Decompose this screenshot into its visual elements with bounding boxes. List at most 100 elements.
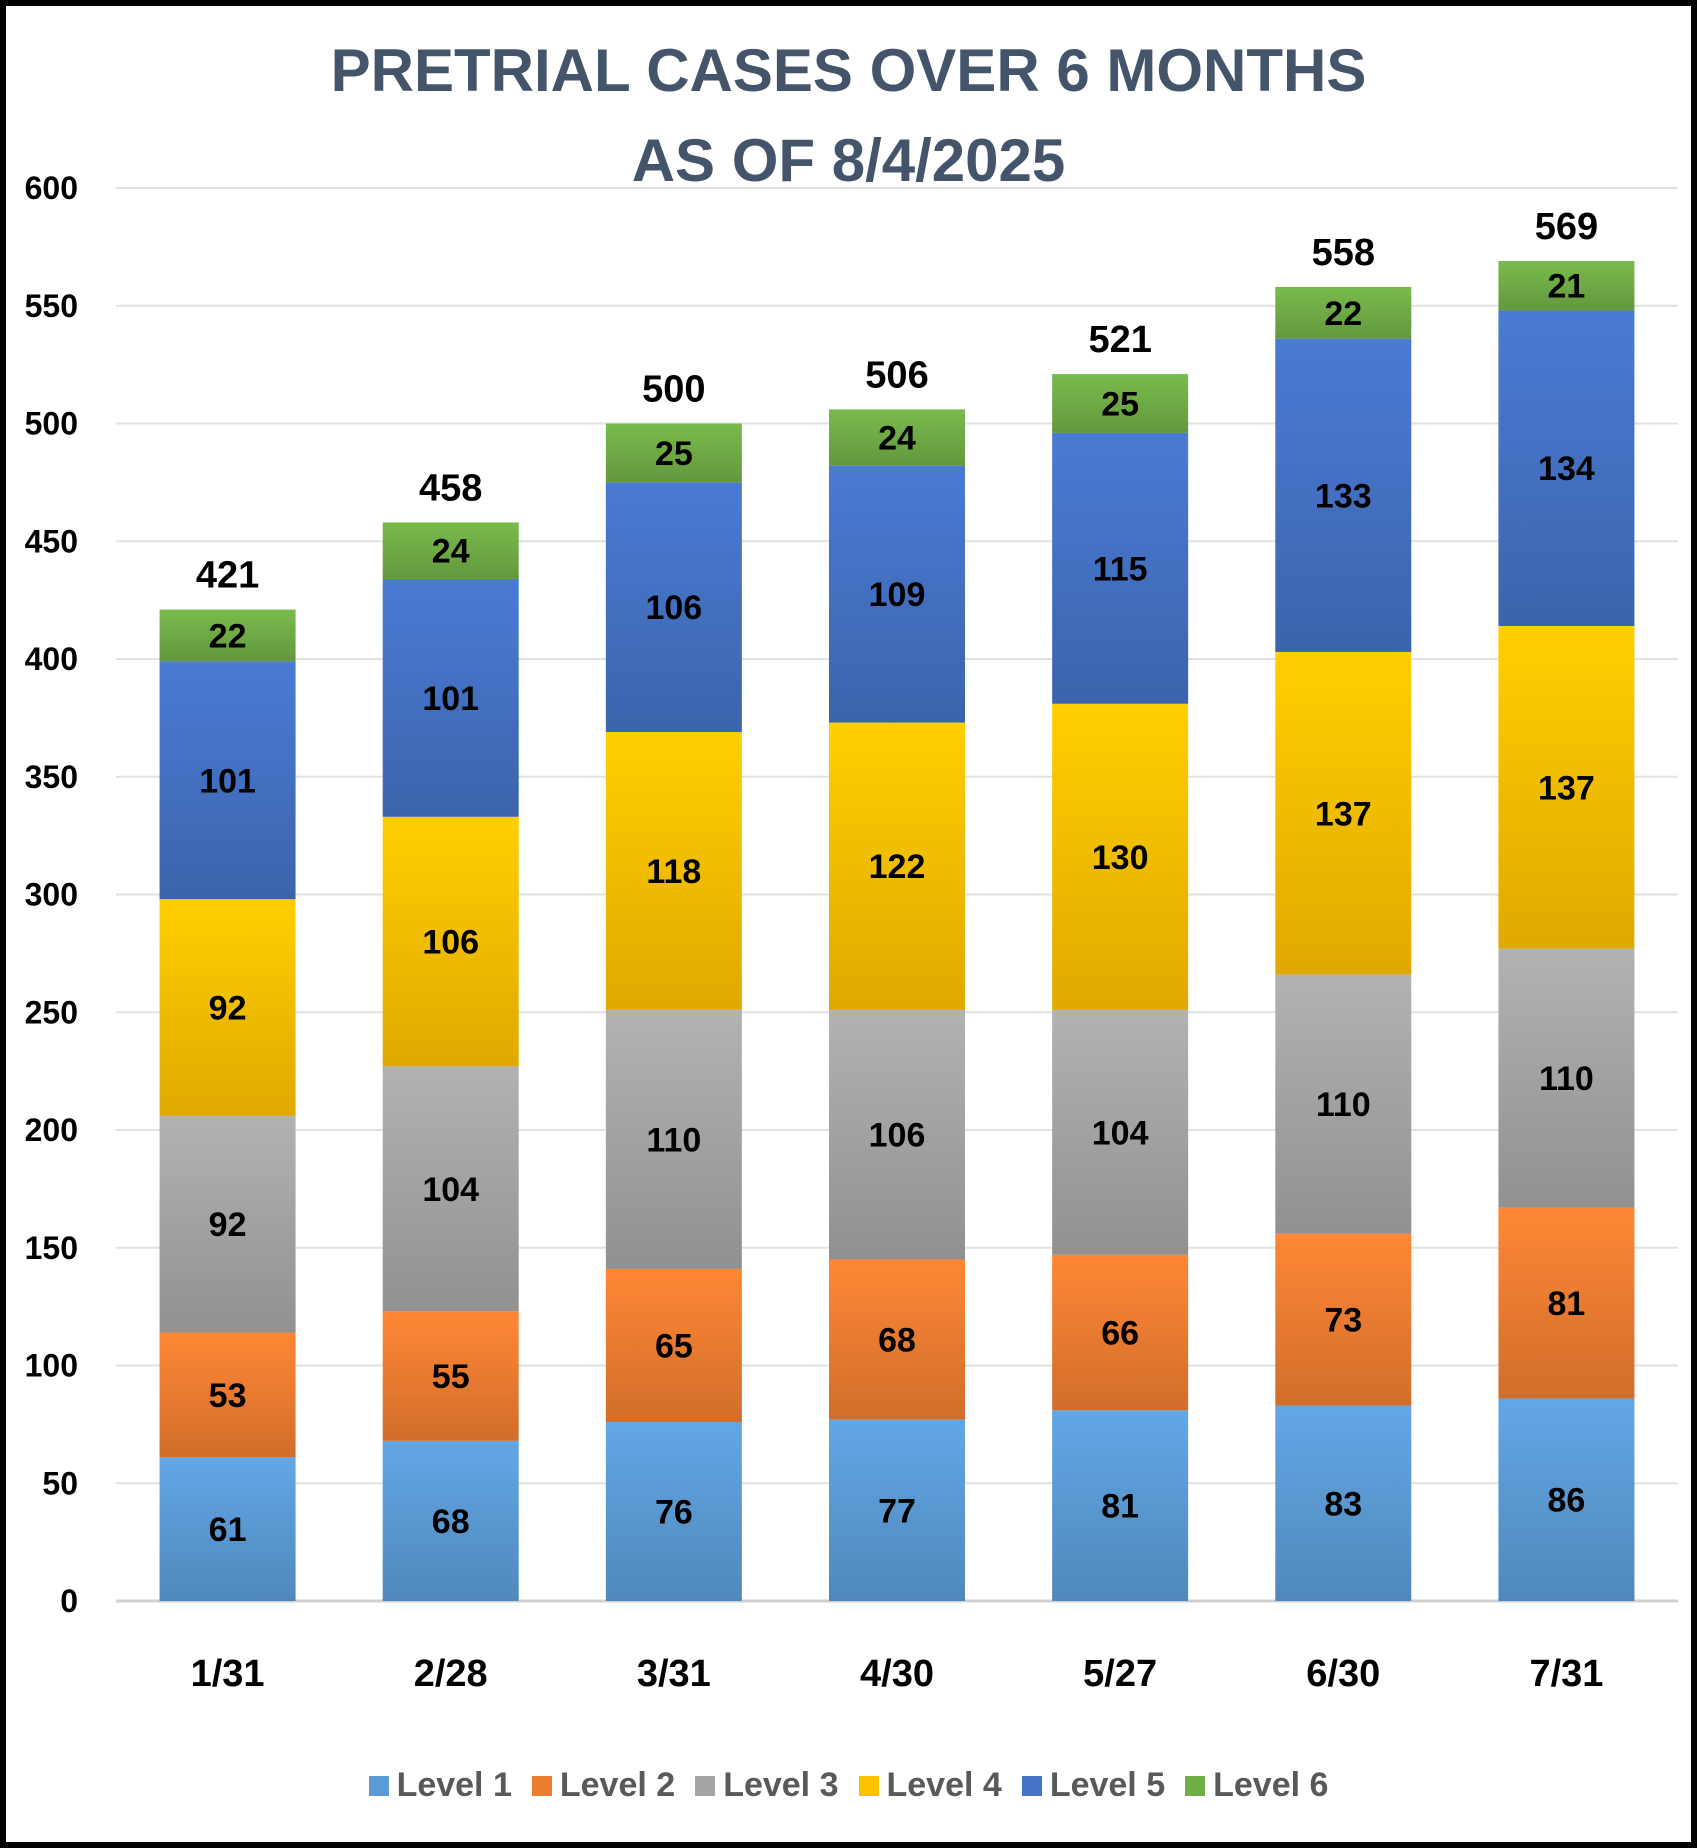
bar-segment (605, 423, 742, 483)
data-label: 25 (1101, 385, 1139, 423)
data-label: 115 (1093, 550, 1148, 588)
bar-segment (605, 1268, 742, 1423)
chart-title: PRETRIAL CASES OVER 6 MONTHS AS OF 8/4/2… (6, 26, 1691, 206)
legend-swatch (531, 1775, 552, 1796)
data-label: 106 (645, 589, 702, 627)
total-label: 558 (1312, 232, 1375, 274)
bar-segment (605, 482, 742, 733)
bar-segment (382, 1311, 519, 1441)
y-tick-label: 550 (25, 288, 78, 324)
data-label: 109 (869, 576, 926, 614)
data-label: 73 (1324, 1302, 1362, 1340)
bar-segment (159, 1115, 296, 1333)
legend-swatch (858, 1775, 879, 1796)
legend-label: Level 5 (1049, 1766, 1166, 1804)
chart-title-line-2: AS OF 8/4/2025 (631, 127, 1066, 194)
x-tick-label: 7/31 (1529, 1653, 1603, 1695)
bar-segment (382, 1066, 519, 1312)
bar-segment (1275, 1233, 1412, 1406)
bar-segment (159, 1457, 296, 1601)
data-label: 22 (1324, 295, 1362, 333)
data-label: 110 (1316, 1086, 1371, 1124)
y-tick-label: 300 (25, 877, 78, 913)
bar-segment (382, 816, 519, 1067)
bar-segment (1052, 1254, 1189, 1411)
y-tick-label: 200 (25, 1112, 78, 1148)
data-label: 55 (432, 1358, 470, 1396)
data-label: 106 (422, 924, 479, 962)
data-label: 92 (209, 990, 247, 1028)
chart-title-line-1: PRETRIAL CASES OVER 6 MONTHS (330, 37, 1367, 104)
total-label: 506 (865, 354, 928, 396)
data-label: 83 (1324, 1485, 1362, 1523)
x-tick-label: 6/30 (1306, 1653, 1380, 1695)
x-tick-label: 5/27 (1083, 1653, 1157, 1695)
data-label: 134 (1538, 450, 1595, 488)
bar-segment (829, 1419, 965, 1601)
data-label: 101 (422, 680, 479, 718)
y-tick-label: 250 (25, 994, 78, 1030)
legend-swatch (1021, 1775, 1042, 1796)
data-label: 77 (878, 1492, 916, 1530)
bar-segment (605, 1009, 742, 1269)
data-label: 104 (1092, 1114, 1149, 1152)
data-label: 81 (1101, 1488, 1139, 1526)
bar-segment (1275, 651, 1412, 975)
chart-legend: Level 1 Level 2 Level 3 Level 4 Level 5 Level… (6, 1766, 1691, 1805)
y-tick-label: 150 (25, 1230, 78, 1266)
legend-item: Level 6 (1185, 1766, 1328, 1805)
bar-segment (382, 522, 519, 579)
bar-segment (159, 661, 296, 900)
bar-segment (1498, 1207, 1635, 1399)
bar-segment (605, 732, 742, 1010)
bar-segment (1052, 1410, 1189, 1601)
bar-segment (1052, 432, 1189, 704)
data-label: 22 (209, 617, 247, 655)
bar-segment (159, 609, 296, 662)
data-label: 24 (432, 533, 470, 571)
bar-segment (1498, 948, 1635, 1208)
legend-label: Level 2 (559, 1766, 676, 1804)
legend-item: Level 2 (531, 1766, 676, 1805)
y-tick-label: 400 (25, 641, 78, 677)
y-tick-label: 100 (25, 1348, 78, 1384)
legend-label: Level 4 (886, 1766, 1002, 1804)
data-label: 86 (1548, 1482, 1586, 1520)
data-label: 118 (646, 853, 701, 891)
bar-segment (1275, 974, 1412, 1234)
legend-swatch (368, 1775, 389, 1796)
bar-segment (382, 1440, 519, 1601)
bar-segment (159, 1332, 296, 1458)
bar-segment (605, 1422, 742, 1601)
y-tick-label: 600 (25, 170, 78, 206)
bar-segment (382, 578, 519, 817)
bar-segment (829, 722, 965, 1010)
data-label: 101 (199, 762, 256, 800)
bar-segment (159, 899, 296, 1116)
legend-swatch (695, 1775, 716, 1796)
bar-segment (829, 409, 965, 466)
data-label: 61 (209, 1511, 247, 1549)
bar-segment (1498, 261, 1635, 311)
legend-item: Level 1 (368, 1766, 512, 1805)
bar-segment (1275, 286, 1412, 339)
data-label: 24 (878, 420, 916, 458)
bar-segment (1052, 1009, 1189, 1255)
bar-segment (1275, 1405, 1412, 1601)
bar-segment (1498, 626, 1635, 949)
data-label: 25 (655, 435, 693, 473)
total-label: 421 (196, 555, 259, 597)
x-tick-label: 1/31 (191, 1653, 265, 1695)
x-tick-label: 3/31 (637, 1653, 711, 1695)
data-label: 110 (646, 1121, 701, 1159)
total-label: 569 (1535, 206, 1598, 248)
data-label: 65 (655, 1327, 693, 1365)
data-label: 68 (878, 1322, 916, 1360)
legend-item: Level 5 (1021, 1766, 1166, 1805)
bar-segment (1498, 310, 1635, 627)
bar-segment (1498, 1398, 1635, 1601)
data-label: 130 (1092, 839, 1149, 877)
legend-label: Level 3 (723, 1766, 839, 1804)
data-label: 137 (1315, 795, 1372, 833)
